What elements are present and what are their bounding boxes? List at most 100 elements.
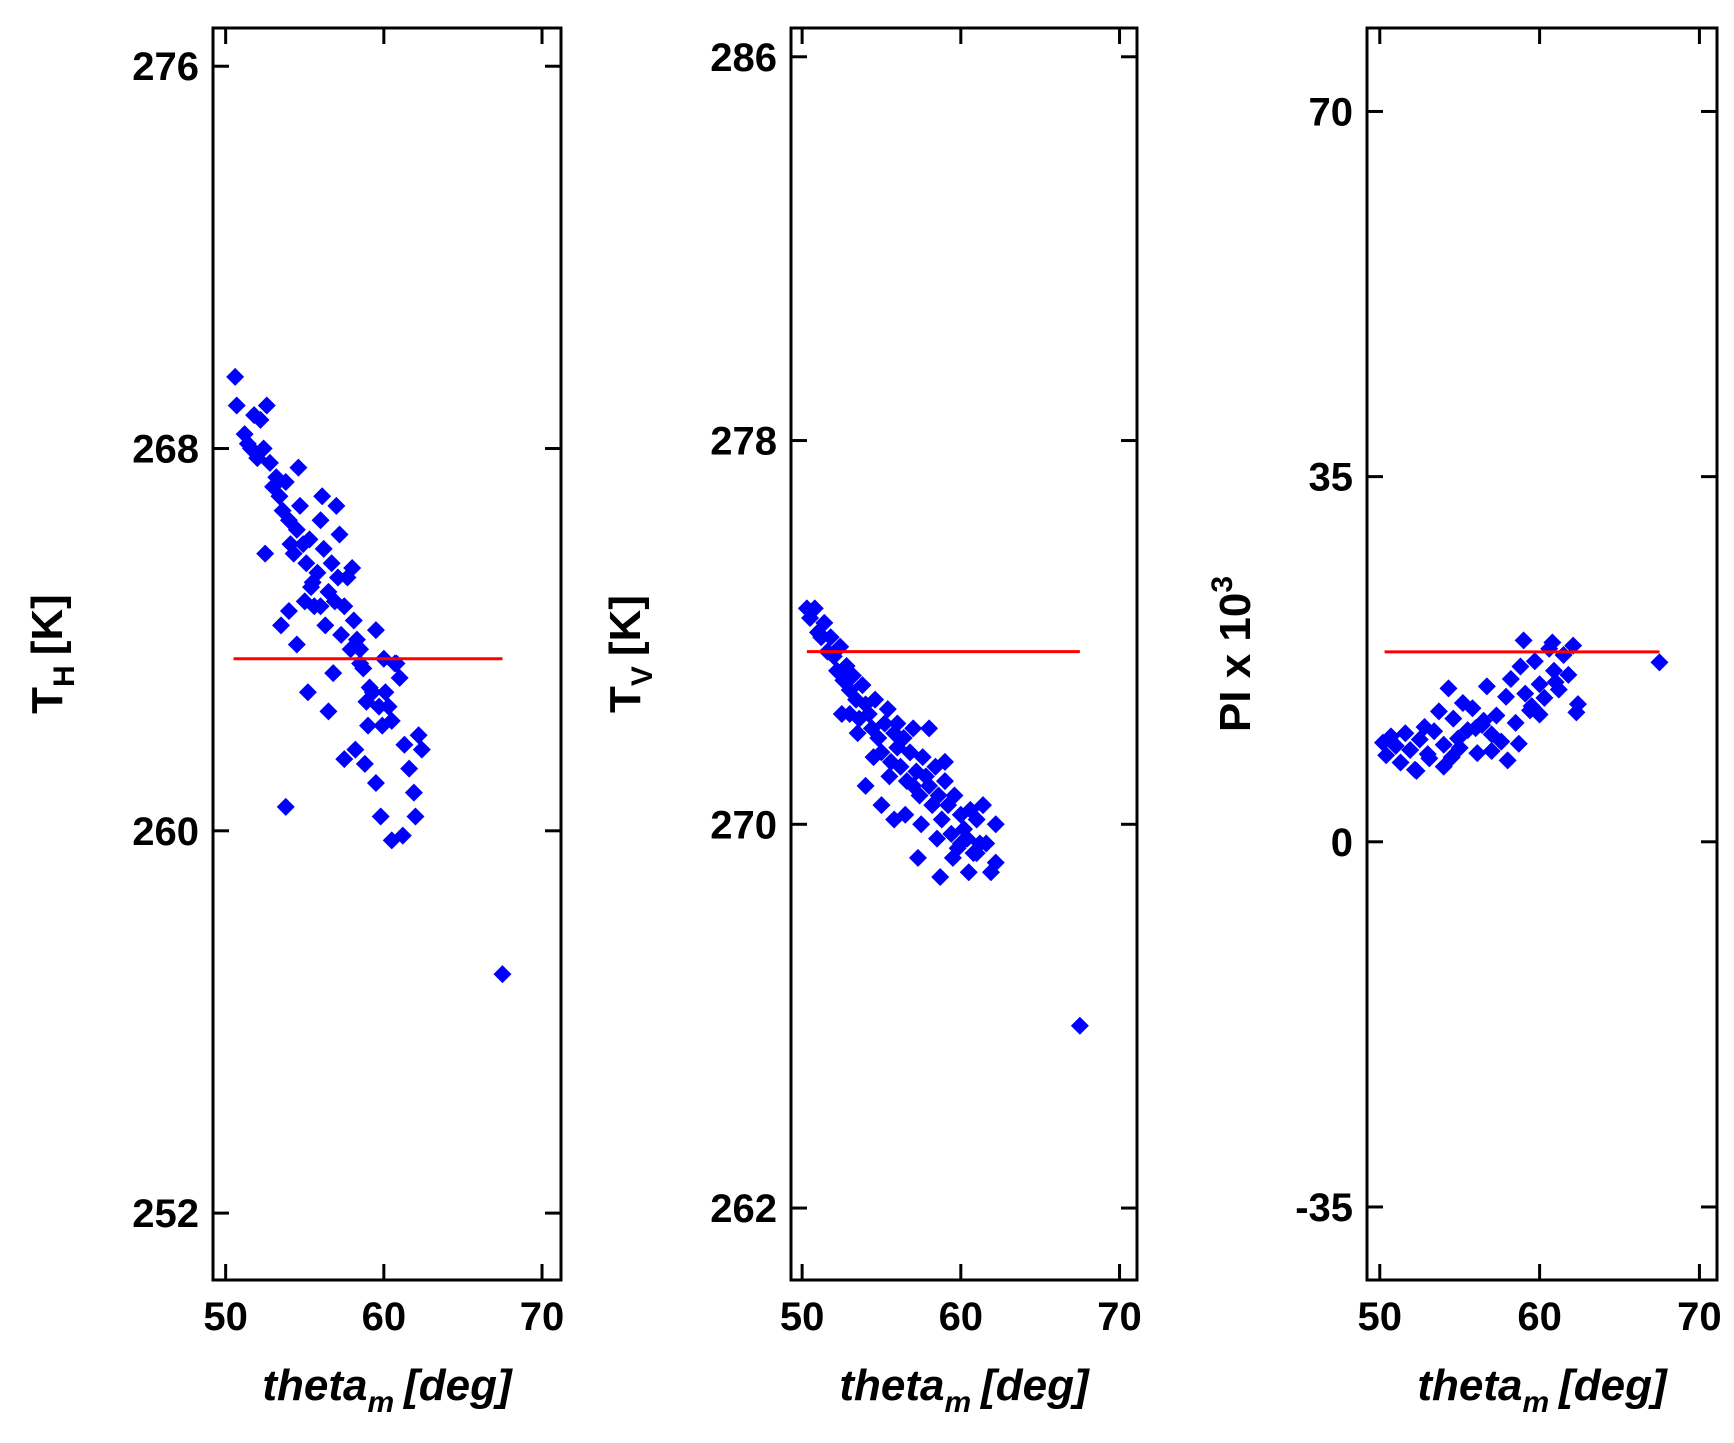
data-point [493, 965, 512, 984]
data-point [869, 728, 888, 747]
data-points [1373, 631, 1669, 780]
data-point [1439, 679, 1458, 698]
data-point [370, 697, 389, 716]
x-tick-label: 60 [939, 1295, 984, 1339]
data-point [276, 797, 295, 816]
y-axis-title-sup: 3 [1206, 576, 1239, 593]
x-axis-title-sub: m [1522, 1386, 1549, 1419]
y-axis-title: TV[K] [601, 595, 659, 713]
data-point [1425, 722, 1444, 741]
axis-ticks: 50 60 70 -35 0 35 70 [1295, 28, 1722, 1339]
data-point [856, 776, 875, 795]
y-tick-label: 286 [710, 36, 777, 80]
data-point [343, 558, 362, 577]
data-point [1487, 706, 1506, 725]
x-axis-title: thetam [deg] [839, 1361, 1090, 1419]
data-point [967, 810, 986, 829]
data-point [1477, 677, 1496, 696]
data-point [974, 796, 993, 815]
data-point [328, 568, 347, 587]
data-point [376, 683, 395, 702]
data-point [891, 757, 910, 776]
data-point [379, 697, 398, 716]
x-tick-label: 50 [1358, 1295, 1403, 1339]
data-point [1498, 751, 1517, 770]
data-point [319, 702, 338, 721]
data-point [332, 625, 351, 644]
data-point [959, 863, 978, 882]
panel-th: 50 60 70 252 260 268 276 thetam [deg] TH[K] [23, 26, 564, 1419]
data-point [943, 848, 962, 867]
x-tick-label: 60 [362, 1295, 407, 1339]
data-point [815, 613, 834, 632]
data-point [1530, 675, 1549, 694]
data-point [313, 487, 332, 506]
data-point [1650, 653, 1669, 672]
data-point [1546, 673, 1565, 692]
data-point [366, 621, 385, 640]
data-point [1543, 633, 1562, 652]
data-point [908, 848, 927, 867]
data-point [1418, 745, 1437, 764]
data-point [393, 826, 412, 845]
x-axis-title-sub: m [944, 1386, 971, 1419]
x-tick-label: 70 [1097, 1295, 1142, 1339]
data-point [945, 786, 964, 805]
data-point [409, 726, 428, 745]
data-point [812, 628, 831, 647]
data-point [412, 740, 431, 759]
data-point [227, 396, 246, 415]
y-tick-label: 260 [132, 810, 199, 854]
y-axis-title: PI x 103 [1206, 576, 1260, 732]
data-point [951, 834, 970, 853]
data-point [270, 487, 289, 506]
data-point [316, 616, 335, 635]
data-point [254, 439, 273, 458]
data-point [404, 783, 423, 802]
x-tick-label: 60 [1517, 1295, 1562, 1339]
data-point [344, 611, 363, 630]
data-point [932, 810, 951, 829]
data-point [885, 810, 904, 829]
data-point [1482, 742, 1501, 761]
data-point [931, 868, 950, 887]
x-tick-label: 50 [780, 1295, 825, 1339]
y-tick-label: 70 [1309, 90, 1354, 134]
data-point [382, 711, 401, 730]
data-point [272, 616, 291, 635]
data-point [821, 628, 840, 647]
data-point [1429, 702, 1448, 721]
data-point [1564, 636, 1583, 655]
data-point [1514, 631, 1533, 650]
data-point [1474, 711, 1493, 730]
data-point [859, 704, 878, 723]
data-point [840, 704, 859, 723]
data-point [1544, 661, 1563, 680]
data-point [904, 719, 923, 738]
data-point [1468, 744, 1487, 763]
data-point [920, 719, 939, 738]
y-axis-title-sub: V [626, 666, 659, 686]
data-point [843, 666, 862, 685]
data-point [1511, 657, 1530, 676]
data-point [848, 724, 867, 743]
data-point [359, 716, 378, 735]
data-point [1535, 688, 1554, 707]
data-point [805, 599, 824, 618]
data-point [1501, 670, 1520, 689]
data-point [853, 676, 872, 695]
data-point [912, 815, 931, 834]
data-point [300, 530, 319, 549]
x-tick-label: 50 [203, 1295, 248, 1339]
x-axis-title: thetam [deg] [262, 1361, 513, 1419]
data-point [894, 728, 913, 747]
x-axis-title: thetam [deg] [1417, 1361, 1668, 1419]
y-tick-label: 0 [1331, 821, 1353, 865]
y-tick-label: 262 [710, 1187, 777, 1231]
data-point [257, 396, 276, 415]
data-point [324, 664, 343, 683]
data-point [1401, 740, 1420, 759]
data-point [351, 640, 370, 659]
y-tick-label: 35 [1309, 456, 1354, 500]
data-point [1509, 734, 1528, 753]
